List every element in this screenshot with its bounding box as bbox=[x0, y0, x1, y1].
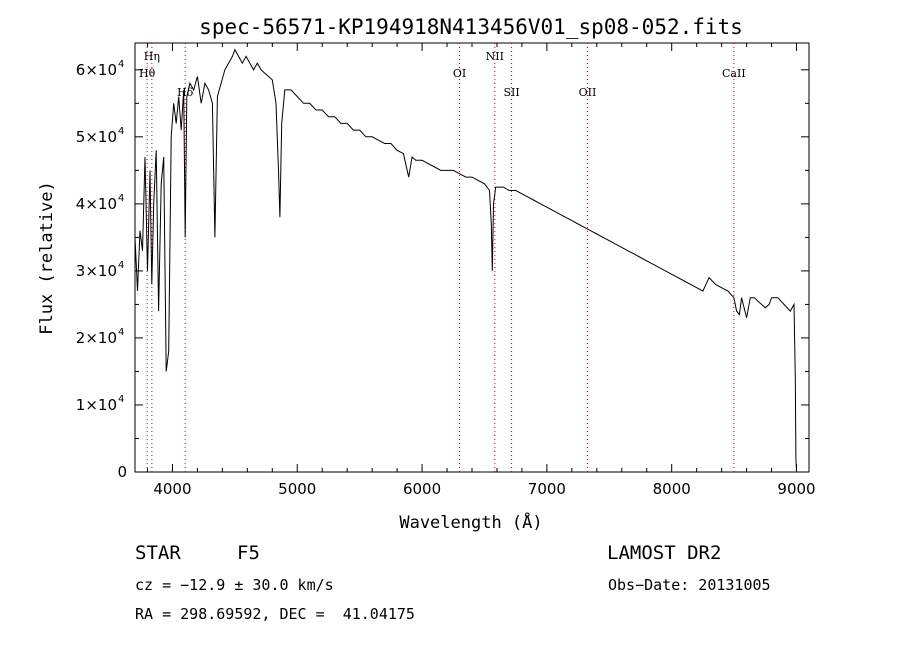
x-tick-label-1: 5000 bbox=[278, 480, 316, 498]
subclass-label: F5 bbox=[237, 542, 260, 564]
x-tick-label-5: 9000 bbox=[777, 480, 815, 498]
y-axis-ticks: 01×10 42×10 43×10 44×10 45×10 46×10 4 bbox=[76, 59, 809, 481]
y-tick-label-6: 6×10 bbox=[76, 61, 117, 79]
y-tick-label-5: 5×10 bbox=[76, 128, 117, 146]
line-label-6: OII bbox=[579, 86, 597, 99]
spectrum-line-0 bbox=[134, 48, 797, 473]
y-tick-exponent-6: 4 bbox=[118, 59, 124, 70]
y-tick-label-0: 0 bbox=[117, 463, 127, 481]
class-label: STAR bbox=[135, 542, 181, 564]
y-tick-exponent-1: 4 bbox=[118, 394, 124, 405]
line-label-3: NII bbox=[486, 50, 504, 63]
y-tick-label-4: 4×10 bbox=[76, 195, 117, 213]
y-tick-exponent-5: 4 bbox=[118, 126, 124, 137]
y-tick-exponent-2: 4 bbox=[118, 327, 124, 338]
x-axis-ticks: 4000 5000 6000 7000 8000 9000 bbox=[146, 43, 816, 498]
spectrum-chart: spec-56571-KP194918N413456V01_sp08-052.f… bbox=[37, 15, 816, 533]
chart-title: spec-56571-KP194918N413456V01_sp08-052.f… bbox=[199, 15, 743, 39]
line-label-0: Hη bbox=[144, 50, 160, 63]
x-tick-label-2: 6000 bbox=[403, 480, 441, 498]
redshift-text: cz = −12.9 ± 30.0 km/s bbox=[135, 576, 334, 594]
line-label-2: Hδ bbox=[177, 86, 194, 99]
x-tick-label-4: 8000 bbox=[653, 480, 691, 498]
spectrum-series bbox=[134, 48, 797, 473]
y-tick-label-2: 2×10 bbox=[76, 329, 117, 347]
y-tick-exponent-4: 4 bbox=[118, 193, 124, 204]
line-label-5: SII bbox=[503, 86, 519, 99]
y-tick-label-3: 3×10 bbox=[76, 262, 117, 280]
survey-label: LAMOST DR2 bbox=[607, 542, 722, 564]
line-label-4: OI bbox=[453, 67, 466, 80]
x-tick-label-0: 4000 bbox=[153, 480, 191, 498]
y-tick-exponent-3: 4 bbox=[118, 260, 124, 271]
line-label-1: Hθ bbox=[139, 67, 156, 80]
emission-line-markers: Hη Hθ Hδ NII OI SII OII CaII bbox=[139, 43, 746, 472]
y-axis-label: Flux (relative) bbox=[37, 181, 57, 335]
x-axis-label: Wavelength (Å) bbox=[399, 511, 542, 533]
coordinates-text: RA = 298.69592, DEC = 41.04175 bbox=[135, 605, 415, 623]
line-label-7: CaII bbox=[722, 67, 746, 80]
x-tick-label-3: 7000 bbox=[528, 480, 566, 498]
obs-date-text: Obs−Date: 20131005 bbox=[608, 576, 771, 594]
y-tick-label-1: 1×10 bbox=[76, 396, 117, 414]
